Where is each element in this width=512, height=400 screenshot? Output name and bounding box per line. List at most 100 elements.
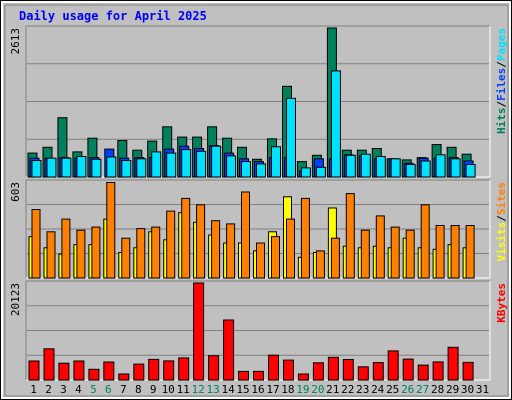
bar-kbytes-day-17 — [268, 354, 279, 381]
bar-pages-day-18 — [286, 97, 296, 178]
bar-sites-day-23 — [360, 229, 370, 279]
x-tick-label-day-31: 31 — [476, 383, 489, 396]
bar-pages-day-28 — [435, 154, 446, 178]
bar-kbytes-day-8 — [133, 363, 145, 381]
side-legend-pages: Pages — [495, 28, 508, 61]
bar-sites-day-26 — [405, 229, 415, 279]
bar-pages-day-10 — [166, 152, 177, 178]
bar-sites-day-5 — [91, 226, 101, 279]
bar-pages-day-13 — [211, 145, 222, 178]
bar-pages-day-19 — [300, 167, 311, 178]
bar-sites-day-4 — [76, 229, 86, 279]
bar-kbytes-day-19 — [297, 373, 309, 381]
bar-pages-day-29 — [450, 158, 461, 178]
bar-pages-day-14 — [226, 155, 237, 178]
side-legend-sites: Sites — [495, 182, 508, 215]
x-tick-label-day-9: 9 — [150, 383, 157, 396]
bar-pages-day-8 — [136, 158, 147, 178]
bar-kbytes-day-21 — [327, 356, 339, 381]
bar-kbytes-day-14 — [223, 319, 235, 381]
bar-pages-day-11 — [181, 149, 192, 178]
x-tick-label-day-21: 21 — [326, 383, 339, 396]
x-tick-label-day-3: 3 — [60, 383, 67, 396]
bar-pages-day-20 — [315, 166, 326, 178]
y-axis-max-label: 2613 — [9, 28, 22, 55]
x-tick-label-day-10: 10 — [162, 383, 175, 396]
bar-pages-day-15 — [241, 161, 251, 178]
x-tick-label-day-24: 24 — [371, 383, 385, 396]
bar-sites-day-1 — [31, 209, 41, 279]
x-tick-label-day-19: 19 — [296, 383, 309, 396]
bar-sites-day-29 — [450, 225, 460, 279]
bar-sites-day-22 — [345, 193, 355, 279]
chart-panels: 2613Hits/Files/Pages603Visits/Sites20123… — [9, 25, 508, 381]
side-legend-separator: / — [495, 61, 508, 68]
side-legend-files: Files — [495, 68, 508, 101]
x-tick-label-day-8: 8 — [135, 383, 142, 396]
x-tick-label-day-28: 28 — [431, 383, 444, 396]
bar-sites-day-24 — [375, 215, 385, 279]
x-tick-label-day-20: 20 — [311, 383, 324, 396]
bar-sites-day-20 — [315, 250, 325, 279]
bar-kbytes-day-28 — [432, 361, 444, 381]
bar-pages-day-3 — [61, 157, 72, 178]
side-legend-hits: Hits — [495, 108, 508, 135]
bar-kbytes-day-16 — [253, 370, 264, 381]
bar-pages-day-1 — [31, 160, 42, 178]
side-legend: Visits/Sites — [495, 182, 508, 262]
bar-kbytes-day-6 — [103, 361, 115, 381]
bar-kbytes-day-24 — [372, 362, 384, 381]
x-tick-label-day-13: 13 — [206, 383, 219, 396]
bar-sites-day-9 — [151, 226, 161, 279]
bar-pages-day-27 — [420, 160, 431, 178]
x-tick-label-day-7: 7 — [120, 383, 127, 396]
bar-kbytes-day-18 — [283, 359, 294, 381]
x-tick-label-day-30: 30 — [461, 383, 474, 396]
bar-pages-day-7 — [121, 160, 132, 178]
bar-pages-day-6 — [106, 156, 117, 178]
bar-sites-day-21 — [330, 237, 340, 279]
bar-sites-day-13 — [211, 220, 221, 279]
bar-kbytes-day-20 — [312, 362, 324, 381]
bar-kbytes-day-3 — [58, 362, 70, 381]
bar-sites-day-14 — [226, 223, 236, 279]
bar-pages-day-22 — [345, 154, 356, 178]
panel-visits-sites: 603 Visits/Sites — [9, 179, 508, 279]
bar-pages-day-9 — [151, 151, 162, 178]
x-tick-label-day-29: 29 — [446, 383, 459, 396]
side-legend-visits: Visits — [495, 222, 508, 262]
bar-sites-day-12 — [196, 204, 206, 279]
bar-sites-day-10 — [166, 210, 176, 279]
x-tick-label-day-18: 18 — [281, 383, 294, 396]
side-legend-separator: / — [495, 215, 508, 222]
side-legend-kbytes: KBytes — [495, 283, 508, 323]
bar-pages-day-5 — [91, 158, 102, 178]
x-tick-label-day-25: 25 — [386, 383, 399, 396]
bar-sites-day-3 — [61, 218, 71, 279]
bar-kbytes-day-23 — [357, 366, 369, 381]
bar-pages-day-4 — [76, 156, 87, 178]
bar-sites-day-7 — [121, 237, 131, 279]
bar-pages-day-24 — [375, 156, 386, 178]
bar-sites-day-30 — [465, 225, 475, 279]
bar-sites-day-25 — [390, 226, 400, 279]
bar-kbytes-day-12 — [193, 282, 205, 381]
y-axis-max-label: 603 — [9, 182, 22, 202]
x-tick-label-day-14: 14 — [221, 383, 235, 396]
bar-kbytes-day-13 — [208, 355, 220, 381]
x-tick-label-day-11: 11 — [177, 383, 190, 396]
x-tick-label-day-1: 1 — [30, 383, 37, 396]
side-legend: Hits/Files/Pages — [495, 28, 508, 134]
bar-pages-day-23 — [360, 153, 371, 178]
bar-sites-day-6 — [106, 182, 116, 279]
bar-kbytes-day-4 — [73, 360, 85, 381]
x-tick-label-day-15: 15 — [236, 383, 249, 396]
x-tick-label-day-23: 23 — [356, 383, 369, 396]
panel-kbytes: 20123 KBytes — [9, 280, 508, 381]
bar-sites-day-27 — [420, 204, 430, 279]
chart-title: Daily usage for April 2025 — [19, 9, 207, 23]
bar-sites-day-28 — [435, 225, 445, 279]
x-tick-label-day-27: 27 — [416, 383, 429, 396]
bar-kbytes-day-29 — [447, 346, 459, 381]
